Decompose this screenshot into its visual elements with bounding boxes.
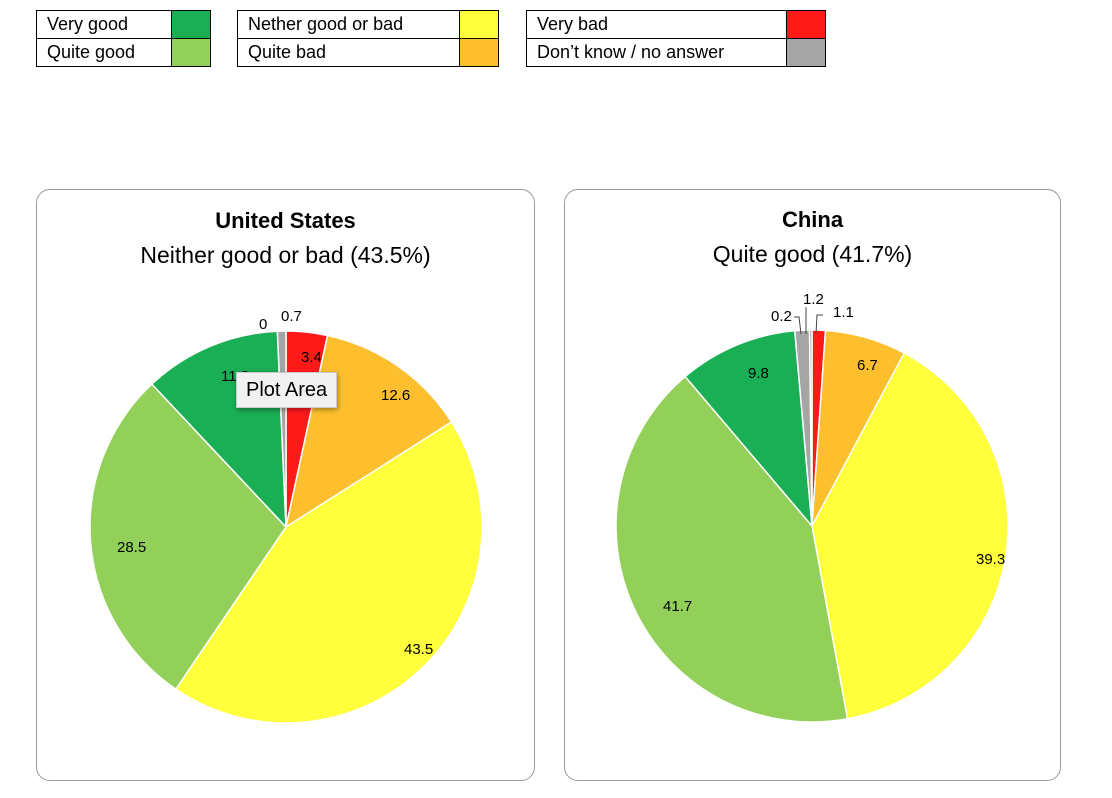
pie-slice-no-answer[interactable] — [808, 329, 813, 527]
data-label-no-answer: 0.2 — [771, 308, 792, 325]
data-label-quite-good: 41.7 — [663, 598, 692, 615]
legend-label: Quite bad — [248, 42, 327, 62]
chart-title: China — [781, 207, 844, 232]
legend-item-very-bad: Very bad — [527, 11, 825, 38]
legend-label: Don’t know / no answer — [537, 42, 725, 62]
legend-item-quite-good: Quite good — [37, 38, 210, 66]
legend-swatch — [786, 39, 825, 66]
leader-line — [794, 316, 802, 335]
pie-slice-nether-good-or-bad[interactable] — [811, 352, 1009, 720]
chart-subtitle: Neither good or bad (43.5%) — [140, 242, 431, 268]
data-label-quite-good: 28.5 — [117, 539, 146, 556]
chart-subtitle: Quite good (41.7%) — [712, 241, 913, 267]
legend-item-very-good: Very good — [37, 11, 210, 38]
pie-chart-china[interactable]: 1.1 6.7 39.3 41.7 9.8 1.2 0.2 — [565, 190, 1060, 780]
data-label-nether-good-or-bad: 39.3 — [976, 551, 1005, 568]
data-label-nether-good-or-bad: 43.5 — [404, 641, 433, 658]
pie-slice-quite-good[interactable] — [615, 375, 849, 723]
data-label-very-good: 9.8 — [748, 365, 769, 382]
chart-panel-united-states[interactable]: United States Neither good or bad (43.5%… — [36, 189, 535, 781]
data-label-quite-bad: 6.7 — [857, 357, 878, 374]
legend-label: Quite good — [47, 42, 136, 62]
legend-swatch — [171, 11, 210, 38]
legend-item-quite-bad: Quite bad — [238, 38, 498, 66]
pie-slice-quite-good[interactable] — [89, 383, 287, 691]
data-label-don-t-know-no-answer: 0.7 — [281, 308, 302, 325]
legend-very-bad-dont-know: Very bad Don’t know / no answer — [526, 10, 826, 67]
data-label-no-answer: 0 — [259, 316, 267, 333]
legend-swatch — [459, 11, 498, 38]
legend-swatch — [786, 11, 825, 38]
chart-title: United States — [215, 208, 356, 233]
legend-item-neither: Nether good or bad — [238, 11, 498, 38]
legend-neither-quite-bad: Nether good or bad Quite bad — [237, 10, 499, 67]
plot-area-tooltip: Plot Area — [236, 372, 338, 408]
pie-chart-united-states[interactable]: 3.412.643.528.511.30.70 — [37, 190, 534, 780]
pie-slice-very-good[interactable] — [684, 329, 813, 529]
legend-swatch — [171, 39, 210, 66]
legend-label: Very good — [47, 14, 129, 34]
chart-panel-china[interactable]: China Quite good (41.7%) 1.1 6.7 39.3 41.7 9… — [564, 189, 1061, 781]
leader-line — [815, 314, 823, 335]
legend-label: Nether good or bad — [248, 14, 404, 34]
legend-label: Very bad — [537, 14, 609, 34]
pie-slice-nether-good-or-bad[interactable] — [174, 420, 483, 724]
data-label-don-t-know-no-answer: 1.2 — [803, 291, 824, 308]
data-label-very-bad: 1.1 — [833, 304, 854, 321]
legend-swatch — [459, 39, 498, 66]
legend-very-good-quite-good: Very good Quite good — [36, 10, 211, 67]
legend-item-dont-know: Don’t know / no answer — [527, 38, 825, 66]
data-label-quite-bad: 12.6 — [381, 387, 410, 404]
data-label-very-bad: 3.4 — [301, 349, 322, 366]
